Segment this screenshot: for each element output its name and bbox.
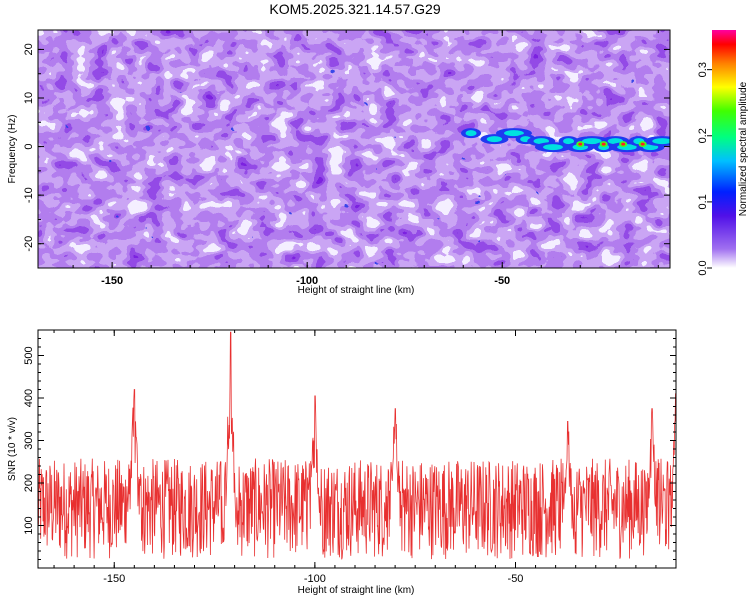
- snr-ytick-label: 200: [23, 474, 35, 492]
- heatmap-field: [38, 30, 670, 268]
- heatmap-streak-peak: [601, 142, 606, 146]
- heatmap-xtick-label: -50: [494, 275, 510, 287]
- snr-ytick-label: 500: [23, 346, 35, 364]
- heatmap-streak-core: [543, 144, 563, 151]
- snr-panel: -150 -100 -50 100 200 300 400 500 Height of str…: [7, 329, 677, 596]
- snr-ytick-label: 400: [23, 389, 35, 407]
- heatmap-ylabel: Frequency (Hz): [7, 115, 18, 184]
- snr-xtick-label: -150: [103, 573, 125, 585]
- heatmap-streak-core: [582, 138, 602, 145]
- heatmap-ytick-label: 20: [23, 43, 35, 55]
- heatmap-streak-core: [642, 144, 659, 151]
- heatmap-frame: [37, 29, 671, 269]
- heatmap-streak-core: [486, 136, 503, 143]
- heatmap-ytick-label: -20: [23, 236, 35, 252]
- snr-ylabel: SNR (10 * v/v): [7, 417, 18, 481]
- heatmap-streak-core: [652, 138, 670, 145]
- colorbar: 0.0 0.1 0.2 0.3 Normalized spectral amplitu…: [697, 30, 749, 276]
- heatmap-streak-peak: [578, 142, 583, 146]
- heatmap-streak-peak: [640, 142, 645, 146]
- snr-series-line: [38, 331, 676, 560]
- snr-ytick-label: 100: [23, 516, 35, 534]
- heatmap-panel: -150 -100 -50 20 10 0 -10 -20 Height of straigh…: [7, 29, 671, 296]
- colorbar-label: Normalized spectral amplitude: [738, 81, 749, 216]
- heatmap-ytick-label: 10: [23, 92, 35, 104]
- snr-xlabel: Height of straight line (km): [298, 585, 415, 596]
- colorbar-tick-label: 0.1: [697, 194, 709, 209]
- figure-title: KOM5.2025.321.14.57.G29: [269, 1, 440, 17]
- heatmap-streak-core: [563, 138, 575, 145]
- heatmap-ytick-label: -10: [23, 187, 35, 203]
- colorbar-gradient: [712, 30, 736, 268]
- heatmap-ytick-label: 0: [23, 144, 35, 150]
- heatmap-streak-core: [504, 130, 524, 137]
- heatmap-streak-core: [465, 130, 477, 137]
- colorbar-tick-label: 0.3: [697, 62, 709, 77]
- snr-ytick-label: 300: [23, 431, 35, 449]
- snr-xtick-label: -50: [508, 573, 524, 585]
- snr-xtick-label: -100: [304, 573, 326, 585]
- heatmap-streak-core: [533, 138, 549, 145]
- heatmap-streak-peak: [621, 142, 626, 146]
- heatmap-streak-core: [607, 138, 624, 145]
- heatmap-xlabel: Height of straight line (km): [298, 285, 415, 296]
- heatmap-xtick-label: -100: [296, 275, 318, 287]
- colorbar-tick-label: 0.2: [697, 128, 709, 143]
- colorbar-tick-label: 0.0: [697, 260, 709, 275]
- heatmap-xtick-label: -150: [101, 275, 123, 287]
